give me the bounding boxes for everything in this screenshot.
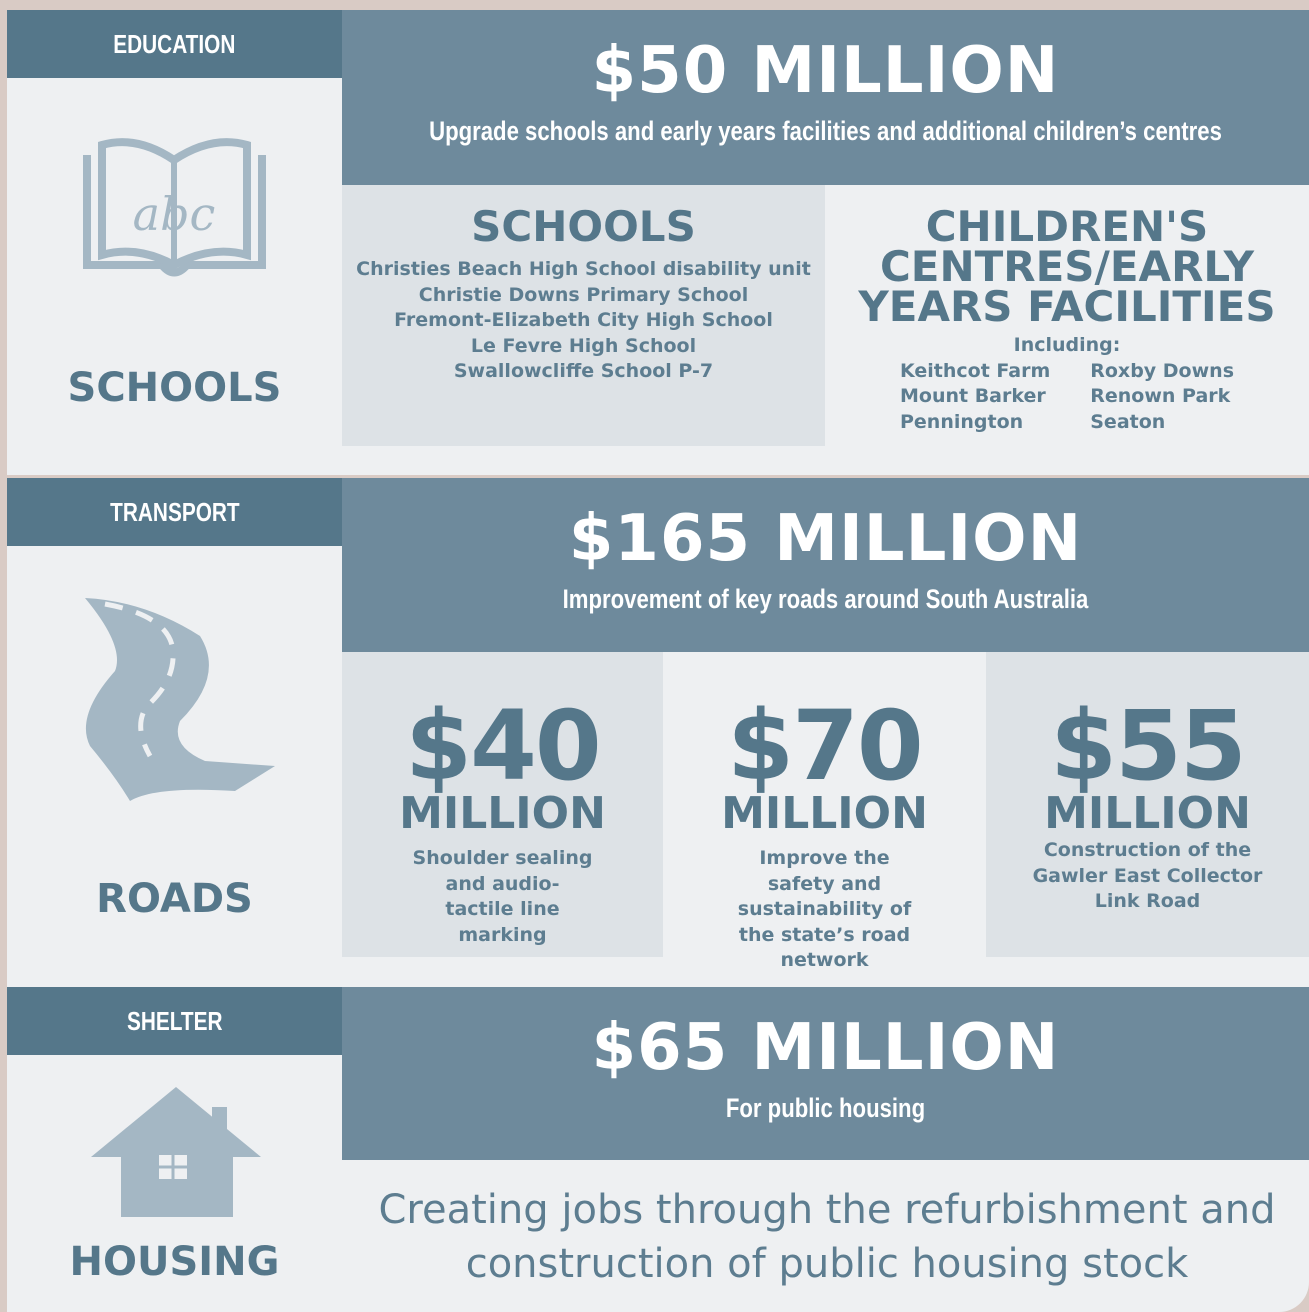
- subtitle: For public housing: [725, 1093, 926, 1123]
- subtitle: Improvement of key roads around South Au…: [562, 584, 1089, 614]
- headline-banner: $65 MILLION For public housing: [342, 987, 1309, 1160]
- road-icon: [85, 598, 275, 801]
- house-icon: [91, 1087, 261, 1217]
- centre-column: Roxby Downs Renown Park Seaton: [1090, 359, 1234, 436]
- category-tag: SHELTER: [7, 987, 342, 1055]
- school-item: Fremont-Elizabeth City High School: [394, 309, 773, 331]
- subtitle: Upgrade schools and early years faciliti…: [429, 116, 1222, 146]
- book-icon: abc: [83, 138, 266, 277]
- centres-box: CHILDREN'S CENTRES/EARLY YEARS FACILITIE…: [825, 185, 1309, 446]
- project-description: Shoulder sealing and audio-tactile line …: [412, 847, 593, 946]
- school-item: Christies Beach High School disability u…: [356, 258, 811, 280]
- project-box: $70 MILLION Improve the safety and sustain…: [663, 652, 986, 971]
- project-box: $55 MILLION Construction of the Gawler Eas…: [986, 652, 1309, 957]
- section-label: ROADS: [96, 876, 253, 922]
- intro: Including:: [1013, 334, 1121, 356]
- centre-item: Mount Barker: [899, 385, 1046, 407]
- centre-item: Keithcot Farm: [899, 359, 1051, 382]
- category: SHELTER: [126, 1005, 223, 1036]
- headline: $165 MILLION: [568, 502, 1083, 576]
- note: Creating jobs through the refurbishment …: [378, 1187, 1276, 1287]
- school-item: Christie Downs Primary School: [418, 283, 749, 306]
- centre-item: Roxby Downs: [1090, 359, 1235, 382]
- shelter-panel: SHELTER HOUSING $65 MILLION For public h…: [7, 987, 1309, 1312]
- schools-box: SCHOOLS Christies Beach High School disa…: [342, 185, 825, 446]
- centre-item: Pennington: [899, 410, 1024, 433]
- project-amount: $40: [405, 690, 601, 802]
- section-label: HOUSING: [69, 1239, 280, 1285]
- project-unit: MILLION: [721, 788, 928, 839]
- category: TRANSPORT: [109, 496, 240, 527]
- school-item: Le Fevre High School: [470, 334, 697, 357]
- centre-column: Keithcot Farm Mount Barker Pennington: [900, 359, 1050, 436]
- svg-text:abc: abc: [133, 187, 216, 241]
- headline-banner: $50 MILLION Upgrade schools and early ye…: [342, 10, 1309, 185]
- education-panel: EDUCATION abc SCHOOLS $50 MILLION Upgrad…: [7, 10, 1309, 475]
- project-description: Construction of the Gawler East Collecto…: [1032, 839, 1263, 912]
- category-tag: EDUCATION: [7, 10, 342, 78]
- project-amount: $55: [1050, 690, 1246, 802]
- headline: $50 MILLION: [591, 34, 1060, 108]
- project-box: $40 MILLION Shoulder sealing and audio-tac…: [342, 652, 663, 957]
- headline-banner: $165 MILLION Improvement of key roads ar…: [342, 478, 1309, 652]
- centre-item: Seaton: [1090, 410, 1166, 433]
- category: EDUCATION: [113, 28, 236, 59]
- school-item: Swallowcliffe School P-7: [453, 360, 714, 382]
- category-tag: TRANSPORT: [7, 478, 342, 546]
- section-label: SCHOOLS: [67, 365, 282, 411]
- project-unit: MILLION: [399, 788, 606, 839]
- project-amount: $70: [727, 690, 923, 802]
- transport-panel: TRANSPORT ROADS $165 MILLION Improvement…: [7, 478, 1309, 987]
- box-title: CHILDREN'S CENTRES/EARLY YEARS FACILITIE…: [858, 202, 1276, 331]
- box-title: SCHOOLS: [471, 202, 696, 251]
- headline: $65 MILLION: [591, 1011, 1060, 1085]
- centre-item: Renown Park: [1090, 385, 1231, 407]
- project-unit: MILLION: [1044, 788, 1251, 839]
- project-description: Improve the safety and sustainability of…: [737, 847, 912, 971]
